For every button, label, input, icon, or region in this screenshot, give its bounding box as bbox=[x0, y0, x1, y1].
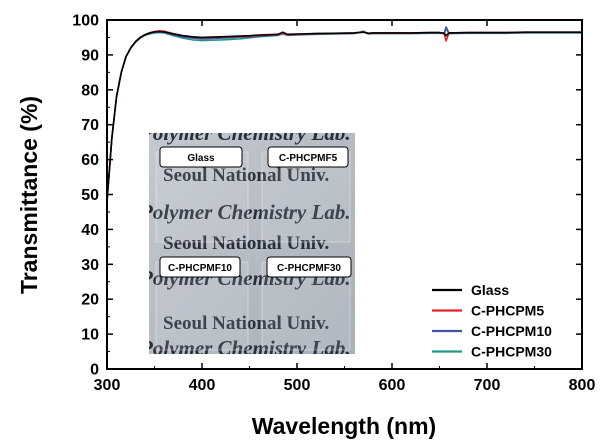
axis-ticks: 300 400 500 600 700 800 0 10 20 30 40 50 60 70 80 90 100 bbox=[72, 13, 595, 395]
y-tick-label: 10 bbox=[81, 327, 99, 344]
legend-label-c-phcpm10: C-PHCPM10 bbox=[471, 323, 552, 339]
y-tick-label: 100 bbox=[72, 13, 99, 30]
x-tick-label: 800 bbox=[569, 377, 596, 394]
y-tick-label: 70 bbox=[81, 117, 99, 134]
y-tick-label: 80 bbox=[81, 82, 99, 99]
y-tick-label: 30 bbox=[81, 257, 99, 274]
photo-line-text: Seoul National Univ. bbox=[163, 165, 329, 186]
y-tick-label: 40 bbox=[81, 222, 99, 239]
photo-line-text: Polymer Chemistry Lab. bbox=[139, 336, 351, 360]
sample-label-c-phcpmf5: C-PHCPMF5 bbox=[267, 146, 349, 168]
sample-label-c-phcpmf30: C-PHCPMF30 bbox=[266, 256, 352, 278]
series-lines bbox=[107, 26, 582, 202]
y-tick-label: 20 bbox=[81, 292, 99, 309]
x-axis-title: Wavelength (nm) bbox=[252, 413, 436, 439]
x-tick-label: 400 bbox=[189, 377, 216, 394]
x-tick-label: 600 bbox=[379, 377, 406, 394]
sample-label-glass: Glass bbox=[159, 146, 243, 168]
series-line-glass bbox=[107, 30, 582, 202]
x-tick-label: 700 bbox=[474, 377, 501, 394]
x-tick-label: 300 bbox=[94, 377, 121, 394]
legend: Glass C-PHCPM5 C-PHCPM10 C-PHCPM30 bbox=[432, 282, 552, 360]
sample-label-text: C-PHCPMF10 bbox=[168, 263, 232, 274]
photo-background-text: Polymer Chemistry Lab.Seoul National Uni… bbox=[139, 121, 351, 360]
photo-background bbox=[149, 133, 355, 354]
sample-label-text: Glass bbox=[187, 153, 215, 164]
legend-label-c-phcpm30: C-PHCPM30 bbox=[471, 344, 552, 360]
sample-label-text: C-PHCPMF5 bbox=[279, 153, 338, 164]
y-tick-label: 60 bbox=[81, 152, 99, 169]
x-tick-label: 500 bbox=[284, 377, 311, 394]
photo-line-text: Polymer Chemistry Lab. bbox=[139, 200, 351, 224]
y-tick-label: 0 bbox=[90, 362, 99, 379]
y-tick-label: 90 bbox=[81, 47, 99, 64]
sample-label-c-phcpmf10: C-PHCPMF10 bbox=[159, 256, 241, 278]
photo-line-text: Seoul National Univ. bbox=[163, 313, 329, 334]
y-axis-title: Transmittance (%) bbox=[16, 96, 42, 294]
y-tick-label: 50 bbox=[81, 187, 99, 204]
legend-label-glass: Glass bbox=[471, 282, 509, 298]
sample-label-text: C-PHCPMF30 bbox=[277, 263, 341, 274]
photo-line-text: Seoul National Univ. bbox=[163, 233, 329, 254]
legend-label-c-phcpm5: C-PHCPM5 bbox=[471, 303, 544, 319]
inset-sample-photo: Polymer Chemistry Lab.Seoul National Uni… bbox=[139, 121, 355, 360]
photo-line-text: Polymer Chemistry Lab. bbox=[139, 121, 351, 145]
plot-frame bbox=[106, 19, 583, 370]
